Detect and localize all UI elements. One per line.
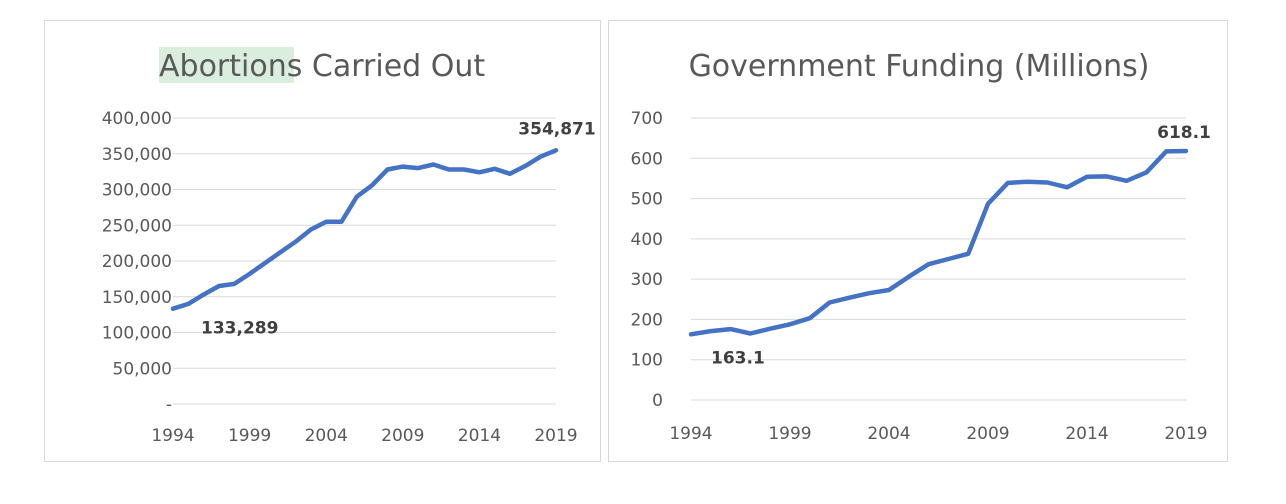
x-tick-label: 2009	[381, 426, 424, 446]
y-tick-label: 100,000	[102, 324, 172, 344]
y-tick-label: 500	[631, 190, 663, 210]
y-tick-label: 350,000	[102, 145, 172, 165]
x-tick-label: 2004	[867, 424, 910, 444]
y-tick-label: -	[166, 395, 172, 415]
y-tick-label: 300	[631, 270, 663, 290]
data-label: 354,871	[518, 119, 595, 139]
data-label: 163.1	[711, 348, 765, 368]
x-tick-label: 2014	[458, 426, 501, 446]
y-tick-label: 400	[631, 230, 663, 250]
y-tick-label: 200,000	[102, 252, 172, 272]
x-tick-label: 1999	[768, 424, 811, 444]
y-tick-label: 0	[652, 391, 663, 411]
y-tick-label: 700	[631, 109, 663, 129]
y-tick-label: 100	[631, 351, 663, 371]
x-tick-label: 1999	[228, 426, 271, 446]
y-tick-label: 200	[631, 310, 663, 330]
y-tick-label: 50,000	[113, 359, 172, 379]
y-tick-label: 300,000	[102, 181, 172, 201]
data-label: 618.1	[1157, 123, 1211, 143]
chart-title: Abortions Carried Out	[159, 49, 485, 84]
funding-chart-panel: Government Funding (Millions) 0 100 200 300…	[608, 20, 1228, 462]
abortions-chart-panel: Abortions Carried Out - 50,000 100,000 150,…	[44, 20, 601, 462]
x-tick-label: 2009	[966, 424, 1009, 444]
y-tick-label: 600	[631, 149, 663, 169]
x-tick-label: 1994	[669, 424, 712, 444]
x-tick-label: 2019	[1164, 424, 1207, 444]
title-highlight	[159, 47, 294, 83]
gridlines	[173, 117, 556, 405]
x-tick-label: 1994	[151, 426, 194, 446]
x-tick-label: 2004	[305, 426, 348, 446]
x-tick-label: 2014	[1065, 424, 1108, 444]
title-highlight-text: Abortion	[159, 49, 287, 84]
funding-chart: Government Funding (Millions) 0 100 200 300…	[631, 49, 1211, 444]
chart-title: Government Funding (Millions)	[689, 49, 1150, 84]
y-tick-label: 400,000	[102, 109, 172, 129]
x-tick-label: 2019	[534, 426, 577, 446]
abortions-chart: Abortions Carried Out - 50,000 100,000 150,…	[102, 47, 596, 446]
series-line	[688, 148, 1189, 337]
series-line	[170, 148, 559, 311]
y-tick-label: 150,000	[102, 288, 172, 308]
data-label: 133,289	[201, 319, 278, 339]
y-tick-label: 250,000	[102, 216, 172, 236]
title-rest-text: s Carried Out	[287, 49, 486, 84]
gridlines	[691, 117, 1186, 401]
